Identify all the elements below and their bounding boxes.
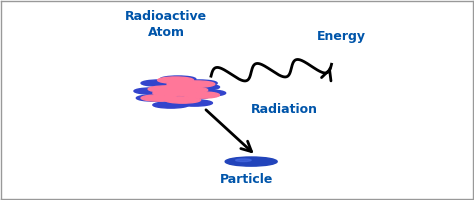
Text: Radioactive
Atom: Radioactive Atom bbox=[125, 10, 207, 39]
Ellipse shape bbox=[167, 87, 203, 93]
Ellipse shape bbox=[236, 159, 251, 162]
Ellipse shape bbox=[157, 77, 193, 83]
Ellipse shape bbox=[225, 157, 277, 166]
Ellipse shape bbox=[179, 81, 215, 87]
Ellipse shape bbox=[167, 81, 203, 87]
Ellipse shape bbox=[151, 86, 186, 92]
Ellipse shape bbox=[141, 95, 177, 101]
Ellipse shape bbox=[183, 92, 219, 98]
Ellipse shape bbox=[164, 97, 201, 103]
Text: Radiation: Radiation bbox=[251, 103, 318, 116]
Ellipse shape bbox=[153, 90, 189, 96]
Text: Particle: Particle bbox=[220, 173, 273, 186]
Ellipse shape bbox=[134, 88, 170, 94]
Ellipse shape bbox=[183, 84, 219, 90]
Ellipse shape bbox=[174, 93, 210, 99]
Ellipse shape bbox=[190, 90, 226, 96]
Ellipse shape bbox=[137, 95, 172, 101]
Ellipse shape bbox=[176, 100, 212, 106]
Ellipse shape bbox=[153, 102, 189, 108]
Ellipse shape bbox=[148, 86, 184, 92]
Ellipse shape bbox=[172, 87, 208, 93]
Ellipse shape bbox=[141, 80, 177, 86]
Ellipse shape bbox=[162, 85, 198, 91]
Ellipse shape bbox=[160, 76, 196, 82]
Text: Energy: Energy bbox=[317, 30, 365, 43]
Ellipse shape bbox=[181, 80, 217, 86]
